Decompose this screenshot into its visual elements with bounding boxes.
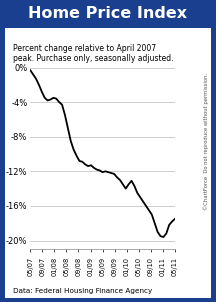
- Text: ©ChartForce  Do not reproduce without permission.: ©ChartForce Do not reproduce without per…: [203, 73, 209, 210]
- Text: Percent change relative to April 2007
peak. Purchase only, seasonally adjusted.: Percent change relative to April 2007 pe…: [13, 44, 173, 63]
- Text: Data: Federal Housing Finance Agency: Data: Federal Housing Finance Agency: [13, 288, 152, 294]
- Text: Home Price Index: Home Price Index: [29, 6, 187, 21]
